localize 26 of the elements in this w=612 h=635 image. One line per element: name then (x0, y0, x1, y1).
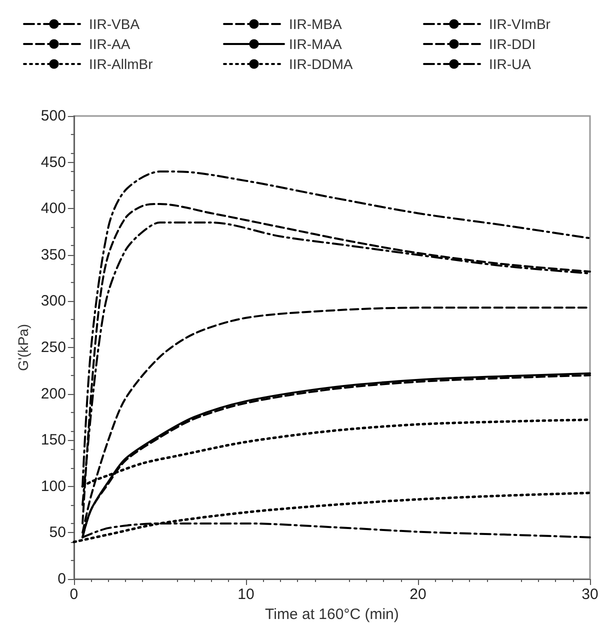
y-tick-label: 0 (58, 570, 66, 588)
x-tick-label: 30 (582, 586, 598, 603)
y-tick-label: 300 (40, 292, 66, 310)
y-tick-label: 100 (40, 478, 66, 495)
legend-label: IIR-MBA (289, 16, 343, 32)
y-tick-label: 450 (40, 154, 66, 171)
legend-label: IIR-DDI (489, 36, 536, 52)
y-tick-label: 500 (40, 108, 66, 124)
y-tick-label: 200 (40, 385, 66, 402)
x-tick-label: 20 (410, 586, 426, 603)
y-tick-label: 400 (40, 200, 66, 218)
legend-label: IIR-MAA (289, 36, 343, 52)
y-tick-label: 150 (40, 432, 66, 449)
legend-label: IIR-VImBr (489, 16, 551, 32)
legend-label: IIR-UA (489, 56, 532, 72)
y-axis-title: G'(kPa) (15, 324, 31, 372)
legend-label: IIR-AllmBr (89, 56, 154, 72)
legend-label: IIR-VBA (89, 16, 140, 32)
y-tick-label: 350 (40, 246, 66, 264)
y-tick-label: 250 (40, 339, 66, 356)
legend-label: IIR-DDMA (289, 56, 354, 72)
x-axis-title: Time at 160°C (min) (265, 606, 399, 623)
y-tick-label: 50 (49, 524, 66, 542)
x-tick-label: 0 (70, 586, 78, 603)
legend-label: IIR-AA (89, 36, 131, 52)
x-tick-label: 10 (238, 586, 254, 603)
